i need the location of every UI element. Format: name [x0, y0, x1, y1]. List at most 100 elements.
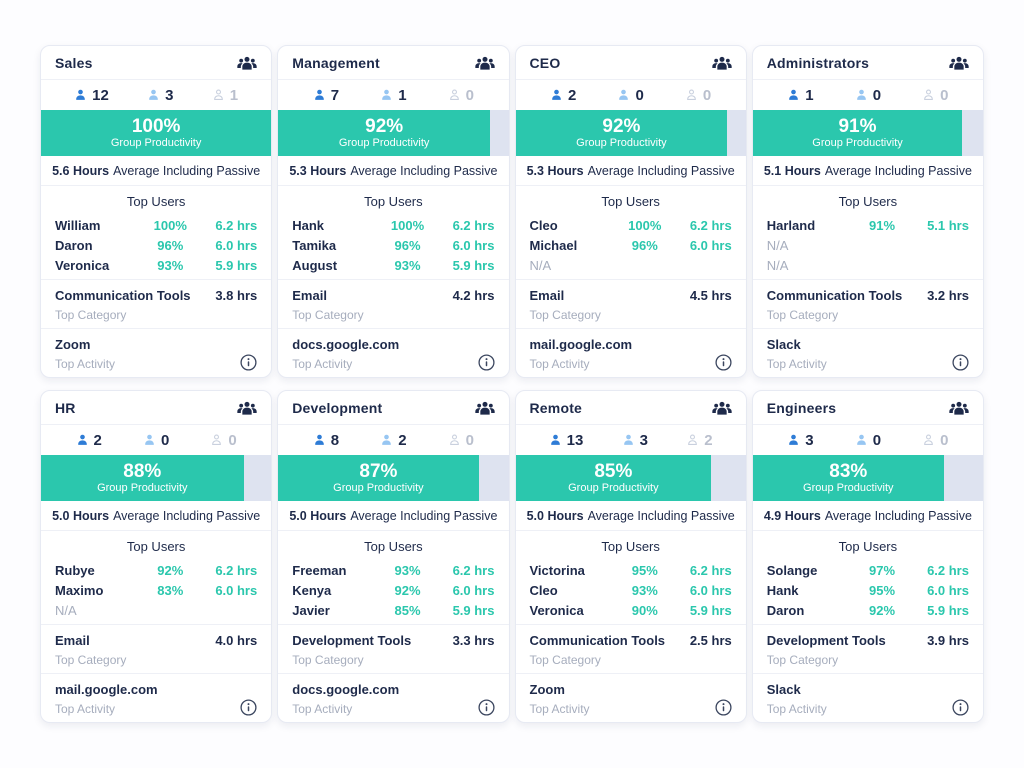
info-icon[interactable]	[240, 699, 257, 716]
top-category-hours: 3.8 hrs	[215, 288, 258, 303]
user-hours	[671, 256, 732, 276]
user-productivity: 97%	[869, 563, 896, 578]
passive-user-icon	[143, 433, 156, 447]
top-category-section: Communication Tools 3.2 hrs Top Category	[752, 280, 983, 329]
productivity-percent: 92%	[365, 116, 404, 137]
user-counts-row: 8 2 0	[278, 425, 508, 455]
offline-user-icon	[922, 88, 935, 102]
user-productivity: 93%	[631, 583, 658, 598]
average-hours-value: 5.0 Hours	[52, 508, 110, 523]
info-icon[interactable]	[715, 699, 732, 716]
top-activity-name: docs.google.com	[292, 682, 400, 697]
user-name: N/A	[766, 238, 789, 253]
user-hours	[908, 236, 969, 256]
user-row: N/A	[767, 256, 969, 276]
top-category-label: Top Category	[55, 308, 127, 322]
user-name: William	[55, 218, 101, 233]
top-users-heading: Top Users	[838, 539, 898, 554]
group-people-icon	[237, 401, 257, 415]
team-card[interactable]: Engineers	[751, 390, 984, 723]
team-card[interactable]: CEO 2	[514, 45, 747, 378]
user-productivity	[856, 256, 909, 276]
info-icon[interactable]	[477, 699, 495, 716]
user-name: Daron	[766, 603, 805, 618]
passive-user-icon	[617, 88, 630, 102]
top-activity-section: docs.google.com Top Activity	[278, 674, 508, 722]
passive-user-icon	[622, 433, 635, 447]
user-productivity: 83%	[157, 583, 184, 598]
card-header: Administrators	[752, 46, 983, 80]
top-users-heading: Top Users	[601, 539, 660, 554]
top-activity-name: mail.google.com	[55, 682, 158, 697]
team-card[interactable]: Management	[277, 45, 510, 378]
productivity-percent: 91%	[838, 116, 877, 137]
user-hours: 5.9 hrs	[927, 603, 969, 618]
team-card[interactable]: Development	[277, 390, 510, 723]
average-hours-label: Average Including Passive	[587, 508, 735, 523]
info-icon[interactable]	[952, 699, 969, 716]
average-hours-label: Average Including Passive	[824, 508, 972, 523]
top-users-section: Top Users Rubye 92% 6.2 hrs Maximo 83% 6…	[41, 531, 272, 625]
productivity-label: Group Productivity	[333, 482, 424, 494]
productivity-percent: 87%	[359, 461, 398, 482]
team-title: Development	[292, 399, 383, 416]
user-productivity	[144, 601, 197, 621]
user-productivity: 96%	[157, 238, 184, 253]
team-card[interactable]: Administrators	[751, 45, 984, 378]
user-hours: 6.2 hrs	[689, 563, 732, 578]
user-name: Veronica	[55, 258, 110, 273]
user-row: N/A	[530, 256, 732, 276]
passive-user-icon	[147, 88, 160, 102]
top-category-name: Communication Tools	[766, 288, 903, 303]
top-users-section: Top Users Hank 100% 6.2 hrs Tamika 96% 6…	[278, 186, 509, 280]
average-hours-value: 5.3 Hours	[526, 163, 584, 178]
user-row: N/A	[767, 236, 969, 256]
group-people-icon	[712, 401, 732, 415]
team-card[interactable]: HR 2	[40, 390, 273, 723]
user-name: Hank	[292, 218, 325, 233]
group-people-icon	[237, 56, 257, 70]
team-card[interactable]: Remote 13	[514, 390, 747, 723]
group-people-icon	[474, 401, 495, 415]
user-productivity: 95%	[869, 583, 896, 598]
user-hours: 5.9 hrs	[452, 603, 495, 618]
active-users-count: 8	[313, 432, 339, 449]
active-users-count: 12	[74, 87, 109, 104]
info-icon[interactable]	[952, 354, 969, 371]
team-title: Remote	[529, 399, 583, 416]
top-category-name: Development Tools	[292, 633, 412, 648]
info-icon[interactable]	[715, 354, 732, 371]
average-hours-label: Average Including Passive	[350, 163, 498, 178]
productivity-fill: 87% Group Productivity	[278, 455, 479, 501]
passive-user-icon	[380, 433, 393, 447]
user-name: N/A	[529, 258, 552, 273]
user-hours: 6.0 hrs	[927, 583, 969, 598]
user-hours: 6.2 hrs	[927, 563, 969, 578]
average-hours-value: 5.0 Hours	[526, 508, 584, 523]
info-icon[interactable]	[477, 354, 495, 371]
top-category-section: Development Tools 3.3 hrs Top Category	[278, 625, 509, 674]
top-category-label: Top Category	[766, 308, 839, 322]
top-category-section: Communication Tools 3.8 hrs Top Category	[41, 280, 272, 329]
average-hours-value: 5.0 Hours	[289, 508, 347, 523]
offline-users-count: 2	[686, 432, 713, 449]
passive-users-count: 2	[380, 432, 407, 449]
user-counts-row: 12 3 1	[41, 80, 271, 110]
productivity-label: Group Productivity	[568, 482, 659, 494]
top-users-heading: Top Users	[364, 539, 423, 554]
top-activity-section: Slack Top Activity	[753, 674, 983, 722]
top-activity-name: Zoom	[529, 682, 565, 697]
top-users-section: Top Users Victorina 95% 6.2 hrs Cleo 93%…	[515, 531, 746, 625]
user-counts-row: 2 0 0	[41, 425, 271, 455]
user-hours: 6.0 hrs	[452, 583, 495, 598]
team-card[interactable]: Sales 12	[40, 45, 273, 378]
user-row: Cleo 100% 6.2 hrs	[530, 216, 732, 236]
user-name: Javier	[292, 603, 330, 618]
top-category-label: Top Category	[766, 653, 839, 667]
top-users-section: Top Users Harland 91% 5.1 hrs N/A N/A	[752, 186, 983, 280]
user-hours: 5.1 hrs	[927, 218, 969, 233]
productivity-percent: 100%	[131, 116, 181, 137]
productivity-bar: 88% Group Productivity	[41, 455, 272, 501]
offline-users-count: 0	[922, 432, 948, 449]
info-icon[interactable]	[240, 354, 257, 371]
